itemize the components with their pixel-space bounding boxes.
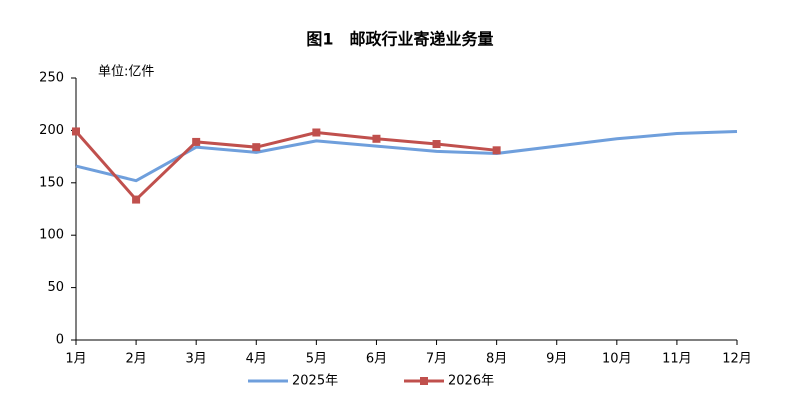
x-tick-label: 3月 (186, 352, 207, 367)
y-tick-label: 50 (47, 280, 64, 295)
x-tick-label: 12月 (722, 352, 752, 367)
legend-label: 2025年 (292, 374, 338, 389)
series-line (74, 130, 497, 202)
x-tick-label: 8月 (486, 352, 507, 367)
y-tick-label: 0 (56, 333, 64, 348)
series-marker (492, 146, 501, 155)
series-marker (192, 137, 201, 146)
series-marker (132, 195, 141, 204)
x-tick-label: 11月 (662, 352, 692, 367)
series-marker (252, 143, 261, 152)
series-line (75, 129, 738, 183)
y-tick-label: 100 (39, 228, 64, 243)
series-marker (312, 128, 321, 137)
x-tick-label: 2月 (125, 352, 146, 367)
unit-label: 单位:亿件 (98, 65, 154, 80)
legend-label: 2026年 (448, 374, 494, 389)
x-tick-label: 1月 (65, 352, 86, 367)
x-tick-label: 9月 (546, 352, 567, 367)
series-marker (432, 140, 441, 149)
x-tick-label: 4月 (246, 352, 267, 367)
legend-marker (420, 377, 428, 385)
y-tick-label: 250 (39, 71, 64, 86)
y-tick-label: 150 (39, 175, 64, 190)
x-tick-label: 10月 (602, 352, 632, 367)
series-marker (372, 134, 381, 143)
x-tick-label: 7月 (426, 352, 447, 367)
chart-title: 图1 邮政行业寄递业务量 (306, 30, 493, 49)
x-tick-label: 5月 (306, 352, 327, 367)
y-tick-label: 200 (39, 123, 64, 138)
series-marker (72, 127, 80, 136)
x-tick-label: 6月 (366, 352, 387, 367)
